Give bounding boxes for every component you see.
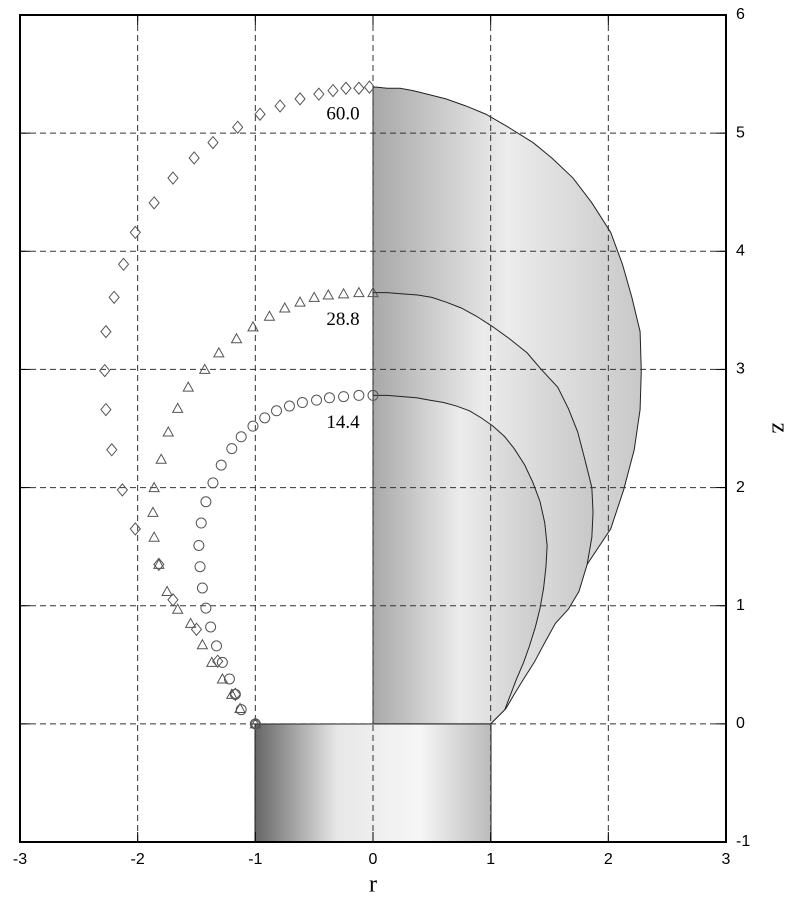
point	[232, 334, 242, 343]
point	[183, 382, 193, 391]
point	[201, 497, 211, 507]
page: -3-2-10123-10123456 14.428.860.0 r z (()…	[0, 0, 790, 911]
chart: -3 -2 -1 0 1 2 3 -1 0 1 2 3 4 5 6 14.4 28.8 60.0 r z	[0, 0, 790, 906]
y-tick-label: 2	[736, 479, 745, 496]
point	[149, 197, 159, 209]
y-tick-label: 5	[736, 124, 745, 141]
x-tick-label: -3	[13, 851, 27, 868]
point	[260, 413, 270, 423]
point	[275, 100, 285, 112]
point	[297, 398, 307, 408]
point	[314, 88, 324, 100]
point	[341, 82, 351, 94]
point	[272, 406, 282, 416]
point	[101, 326, 111, 338]
x-tick-label: 0	[369, 851, 378, 868]
point	[109, 291, 119, 303]
y-tick-label: 3	[736, 361, 745, 378]
point	[197, 583, 207, 593]
annotation: 14.4	[326, 412, 360, 433]
point	[197, 640, 207, 649]
point	[119, 258, 129, 270]
point	[264, 311, 274, 320]
point	[328, 85, 338, 97]
point	[284, 401, 294, 411]
point	[309, 292, 319, 301]
x-tick-label: -2	[131, 851, 145, 868]
x-tick-label: 2	[604, 851, 613, 868]
point	[196, 518, 206, 528]
point	[195, 562, 205, 572]
point	[354, 82, 364, 94]
point	[194, 540, 204, 550]
point	[107, 444, 117, 456]
x-axis-label: r	[369, 872, 377, 898]
x-tick-label: -1	[248, 851, 262, 868]
annotation: 60.0	[326, 103, 359, 124]
x-tick-label: 1	[486, 851, 495, 868]
point	[117, 484, 127, 496]
point	[173, 403, 183, 412]
point	[101, 404, 111, 416]
point	[168, 172, 178, 184]
point	[208, 137, 218, 149]
point	[149, 532, 159, 541]
annotation: 28.8	[326, 309, 359, 330]
point	[227, 444, 237, 454]
capillary	[255, 724, 491, 842]
point	[295, 297, 305, 306]
point	[339, 392, 349, 402]
point	[192, 623, 202, 635]
point	[154, 559, 164, 568]
point	[280, 303, 290, 312]
y-tick-label: -1	[736, 833, 750, 850]
point	[255, 108, 265, 120]
y-tick-label: 0	[736, 715, 745, 732]
point	[212, 641, 222, 651]
point	[248, 421, 258, 431]
point	[233, 121, 243, 133]
point	[354, 390, 364, 400]
point	[206, 622, 216, 632]
point	[163, 427, 173, 436]
x-tick-label: 3	[722, 851, 731, 868]
point	[323, 290, 333, 299]
point	[295, 93, 305, 105]
point	[148, 507, 158, 516]
y-tick-label: 1	[736, 597, 745, 614]
point	[130, 226, 140, 238]
point	[216, 460, 226, 470]
point	[189, 152, 199, 164]
point	[130, 523, 140, 535]
point	[100, 365, 110, 377]
point	[312, 395, 322, 405]
point	[156, 454, 166, 463]
point	[324, 393, 334, 403]
point	[354, 288, 364, 297]
point	[339, 289, 349, 298]
y-tick-label: 4	[736, 243, 745, 260]
point	[201, 603, 211, 613]
y-tick-label: 6	[736, 6, 745, 23]
point	[208, 478, 218, 488]
y-axis-label: z	[766, 423, 790, 434]
point	[248, 322, 258, 331]
point	[162, 587, 172, 596]
point	[214, 348, 224, 357]
point	[236, 432, 246, 442]
